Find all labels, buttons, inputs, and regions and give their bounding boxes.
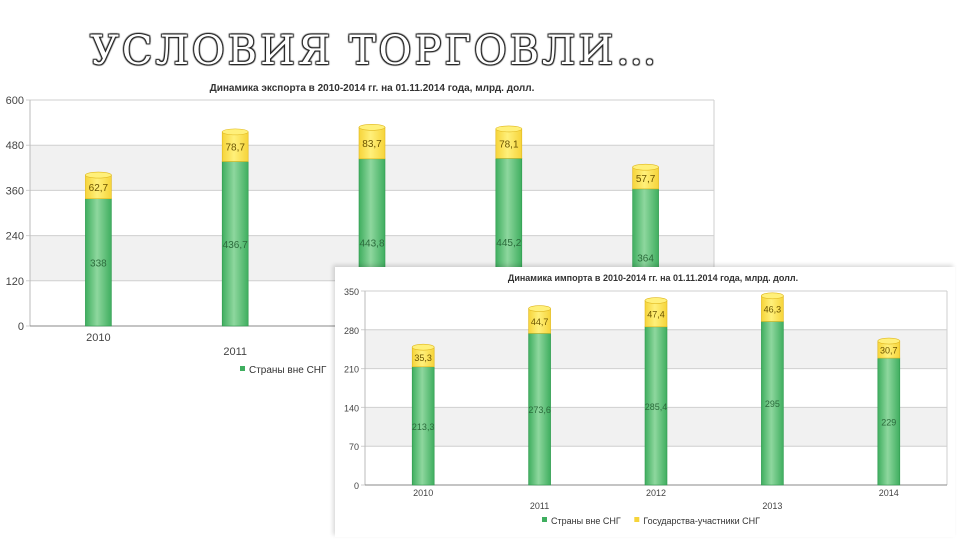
import-bar-cap	[644, 297, 668, 304]
import-x-tick-label: 2014	[879, 488, 899, 498]
import-value-label-2010-cis: 35,3	[414, 353, 432, 363]
import-chart: 0 70 140 210 280 350 Динамика импорта в 2010-2…	[335, 267, 955, 537]
import-y-tick-label: 210	[344, 365, 359, 375]
import-legend-label: Страны вне СНГ	[551, 516, 621, 526]
export-value-label-2012-cis: 83,7	[362, 139, 382, 150]
import-x-tick-label: 2012	[646, 488, 666, 498]
export-y-tick-label: 360	[6, 185, 24, 197]
export-x-tick-label: 2011	[223, 346, 247, 358]
import-value-label-2013-non-cis: 295	[765, 399, 780, 409]
export-y-tick-label: 0	[18, 321, 24, 333]
export-bar-2010-non-cis	[85, 198, 112, 327]
import-bar-cap	[761, 292, 784, 300]
import-chart-svg: 0 70 140 210 280 350 Динамика импорта в 2010-2…	[344, 273, 948, 526]
export-value-label-2010-cis: 62,7	[89, 183, 109, 194]
export-value-label-2011-cis: 78,7	[225, 143, 245, 154]
import-y-tick-label: 350	[344, 287, 359, 297]
export-value-label-2013-cis: 78,1	[499, 140, 519, 151]
import-legend-label: Государства-участники СНГ	[643, 516, 760, 526]
export-value-label-2014-non-cis: 364	[637, 253, 654, 264]
export-bar-cap	[495, 125, 523, 133]
export-y-tick-label: 600	[6, 95, 24, 107]
export-legend-swatch	[240, 366, 245, 371]
export-value-label-2011-non-cis: 436,7	[223, 240, 248, 251]
export-x-tick-label: 2010	[86, 332, 110, 344]
import-value-label-2012-cis: 47,4	[647, 310, 665, 320]
import-x-tick-label: 2011	[530, 501, 549, 511]
export-bar-cap	[221, 128, 249, 136]
export-y-tick-label: 480	[6, 140, 24, 152]
import-bar-cap	[528, 305, 551, 312]
export-bar-cap	[85, 171, 112, 179]
export-value-label-2013-non-cis: 445,2	[496, 238, 521, 249]
import-y-tick-label: 140	[344, 403, 359, 413]
import-y-tick-label: 0	[354, 481, 359, 491]
import-legend-swatch	[542, 517, 547, 522]
export-y-tick-label: 120	[6, 276, 24, 288]
import-bar-cap	[411, 343, 435, 351]
export-legend-label: Страны вне СНГ	[249, 365, 327, 376]
export-bar-cap	[632, 163, 659, 171]
import-legend-swatch	[634, 517, 640, 522]
export-bar-cap	[358, 124, 386, 131]
import-chart-title: Динамика импорта в 2010-2014 гг. на 01.1…	[508, 273, 798, 283]
import-x-tick-label: 2013	[762, 501, 782, 511]
import-bar-cap	[877, 337, 901, 345]
export-value-label-2012-non-cis: 443,8	[359, 238, 384, 249]
export-value-label-2010-non-cis: 338	[90, 258, 107, 269]
import-y-tick-label: 280	[344, 326, 359, 336]
import-value-label-2013-cis: 46,3	[764, 305, 782, 315]
import-value-label-2011-cis: 44,7	[531, 317, 549, 327]
export-bar-2013-cis	[495, 128, 523, 159]
export-bar-2011-cis	[221, 131, 249, 162]
export-y-tick-label: 240	[6, 231, 24, 243]
import-value-label-2010-non-cis: 213,3	[412, 422, 435, 432]
export-value-label-2014-cis: 57,7	[636, 174, 656, 185]
import-value-label-2011-non-cis: 273,6	[528, 405, 551, 415]
export-bar-2011-non-cis	[221, 161, 249, 327]
import-x-tick-label: 2010	[413, 488, 433, 498]
import-value-label-2014-non-cis: 229	[881, 418, 896, 428]
export-bar-2012-cis	[358, 127, 386, 160]
slide-title: УСЛОВИЯ ТОРГОВЛИ…	[90, 28, 660, 74]
export-chart-title: Динамика экспорта в 2010-2014 гг. на 01.…	[210, 83, 535, 94]
import-y-tick-label: 70	[349, 442, 359, 452]
import-value-label-2012-non-cis: 285,4	[645, 402, 668, 412]
import-value-label-2014-cis: 30,7	[880, 346, 898, 356]
